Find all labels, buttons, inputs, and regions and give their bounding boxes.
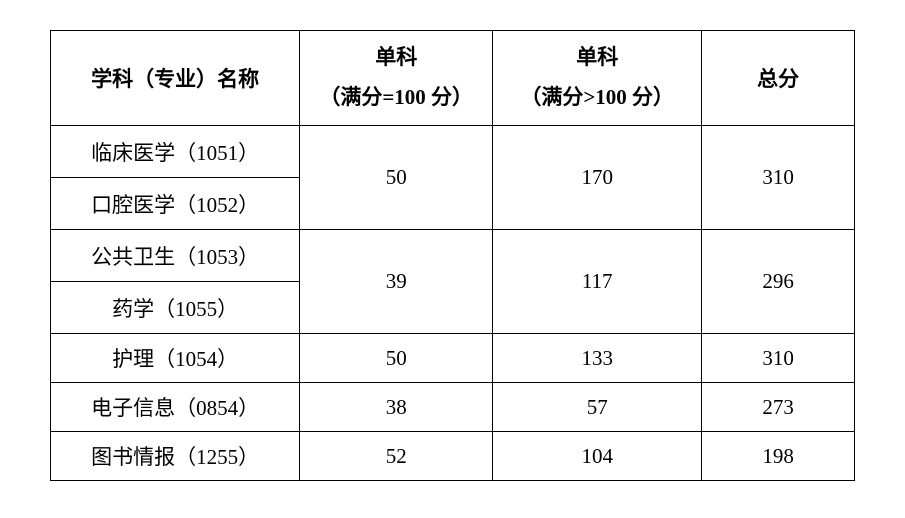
score-cell: 57 bbox=[493, 383, 702, 432]
discipline-cell: 口腔医学（1052） bbox=[51, 178, 300, 230]
header-total: 总分 bbox=[702, 31, 855, 126]
discipline-cell: 护理（1054） bbox=[51, 334, 300, 383]
total-cell: 310 bbox=[702, 126, 855, 230]
score-cell: 39 bbox=[300, 230, 493, 334]
table-row: 电子信息（0854） 38 57 273 bbox=[51, 383, 855, 432]
header-discipline: 学科（专业）名称 bbox=[51, 31, 300, 126]
header-line: （满分>100 分） bbox=[520, 85, 674, 109]
total-cell: 273 bbox=[702, 383, 855, 432]
score-cell: 52 bbox=[300, 432, 493, 481]
total-cell: 198 bbox=[702, 432, 855, 481]
discipline-cell: 公共卫生（1053） bbox=[51, 230, 300, 282]
score-cell: 170 bbox=[493, 126, 702, 230]
table-row: 公共卫生（1053） 39 117 296 bbox=[51, 230, 855, 282]
header-line: 单科 bbox=[576, 45, 618, 69]
score-cell: 104 bbox=[493, 432, 702, 481]
header-line: （满分=100 分） bbox=[319, 85, 473, 109]
discipline-cell: 药学（1055） bbox=[51, 282, 300, 334]
total-cell: 296 bbox=[702, 230, 855, 334]
table-row: 护理（1054） 50 133 310 bbox=[51, 334, 855, 383]
header-line: 单科 bbox=[375, 45, 417, 69]
discipline-cell: 电子信息（0854） bbox=[51, 383, 300, 432]
score-cell: 117 bbox=[493, 230, 702, 334]
discipline-cell: 图书情报（1255） bbox=[51, 432, 300, 481]
score-cell: 38 bbox=[300, 383, 493, 432]
score-cell: 50 bbox=[300, 334, 493, 383]
header-single-gt100: 单科 （满分>100 分） bbox=[493, 31, 702, 126]
table-header-row: 学科（专业）名称 单科 （满分=100 分） 单科 （满分>100 分） 总分 bbox=[51, 31, 855, 126]
scores-table: 学科（专业）名称 单科 （满分=100 分） 单科 （满分>100 分） 总分 … bbox=[50, 30, 855, 481]
discipline-cell: 临床医学（1051） bbox=[51, 126, 300, 178]
table-row: 图书情报（1255） 52 104 198 bbox=[51, 432, 855, 481]
score-cell: 133 bbox=[493, 334, 702, 383]
table-row: 临床医学（1051） 50 170 310 bbox=[51, 126, 855, 178]
score-cell: 50 bbox=[300, 126, 493, 230]
total-cell: 310 bbox=[702, 334, 855, 383]
header-single-100: 单科 （满分=100 分） bbox=[300, 31, 493, 126]
